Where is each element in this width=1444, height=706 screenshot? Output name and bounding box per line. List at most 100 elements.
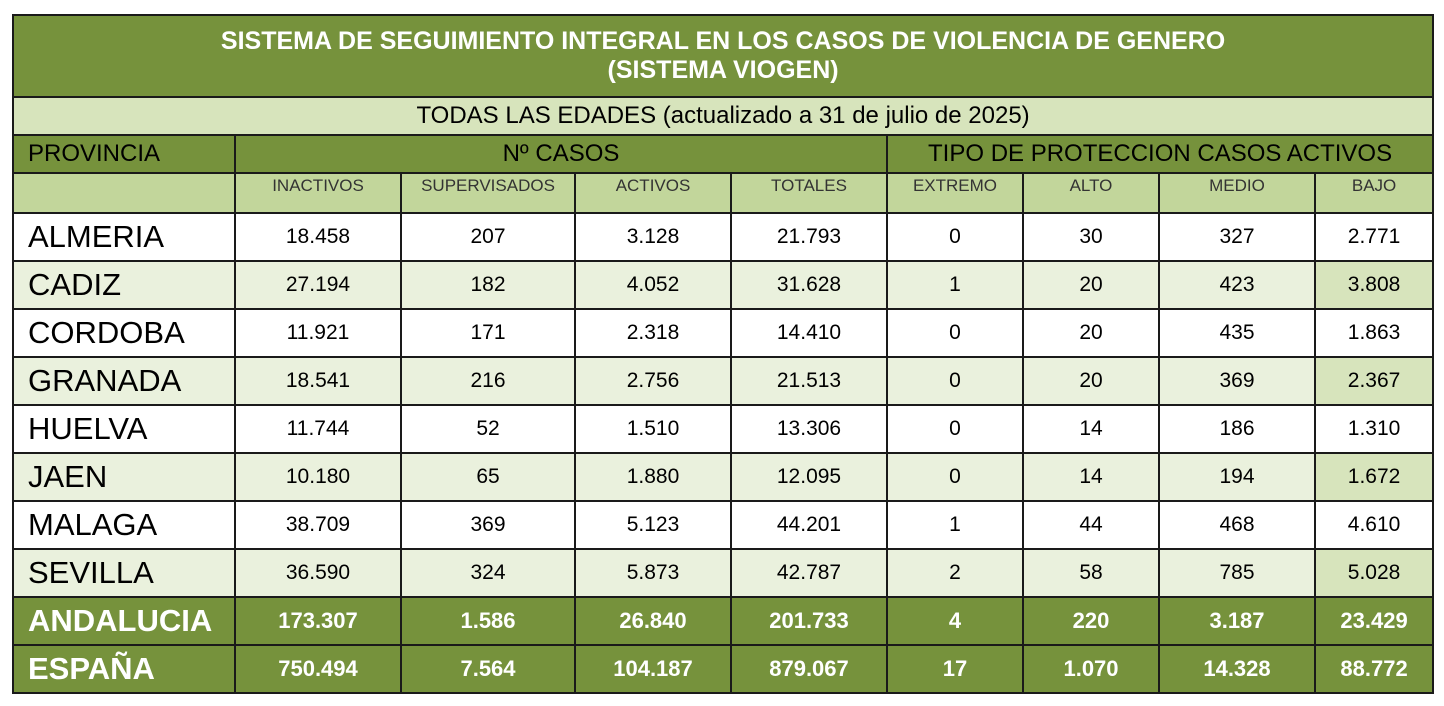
cell-value: 14	[1022, 452, 1160, 502]
cell-value: 52	[400, 404, 576, 454]
table-row: HUELVA 11.744 52 1.510 13.306 0 14 186 1.310	[12, 404, 1435, 454]
cell-value: 20	[1022, 260, 1160, 310]
cell-value: 11.921	[234, 308, 402, 358]
cell-value: 3.808	[1313, 260, 1435, 310]
cell-value: 201.733	[730, 596, 888, 646]
cell-value: 4.610	[1313, 500, 1435, 550]
viogen-table-container: SISTEMA DE SEGUIMIENTO INTEGRAL EN LOS C…	[11, 14, 1435, 694]
column-header: ALTO	[1022, 172, 1160, 214]
total-row: ANDALUCIA 173.307 1.586 26.840 201.733 4 220 3.…	[12, 596, 1435, 646]
cell-value: 104.187	[574, 644, 732, 694]
cell-value: 27.194	[234, 260, 402, 310]
column-header: BAJO	[1313, 172, 1435, 214]
table-row: ALMERIA 18.458 207 3.128 21.793 0 30 327 2.771	[12, 212, 1435, 262]
cell-value: 1.672	[1313, 452, 1435, 502]
cell-value: 220	[1022, 596, 1160, 646]
cell-value: 3.187	[1158, 596, 1316, 646]
column-header: SUPERVISADOS	[400, 172, 576, 214]
cell-value: 1.586	[400, 596, 576, 646]
cell-value: 7.564	[400, 644, 576, 694]
cell-value: 10.180	[234, 452, 402, 502]
cell-value: 324	[400, 548, 576, 598]
cell-value: 44.201	[730, 500, 888, 550]
cell-value: 36.590	[234, 548, 402, 598]
table-subtitle: TODAS LAS EDADES (actualizado a 31 de ju…	[11, 96, 1435, 136]
cell-value: 14	[1022, 404, 1160, 454]
cell-value: 21.793	[730, 212, 888, 262]
cell-value: 5.873	[574, 548, 732, 598]
header-provincia: PROVINCIA	[12, 134, 236, 174]
cell-value: 13.306	[730, 404, 888, 454]
cell-value: 0	[886, 212, 1024, 262]
table-row: JAEN 10.180 65 1.880 12.095 0 14 194 1.672	[12, 452, 1435, 502]
viogen-table: SISTEMA DE SEGUIMIENTO INTEGRAL EN LOS C…	[11, 14, 1435, 694]
cell-value: 207	[400, 212, 576, 262]
cell-value: 879.067	[730, 644, 888, 694]
cell-value: 468	[1158, 500, 1316, 550]
total-row: ESPAÑA 750.494 7.564 104.187 879.067 17 1.070 1…	[12, 644, 1435, 694]
province-name: ANDALUCIA	[12, 596, 236, 646]
cell-value: 369	[400, 500, 576, 550]
cell-value: 435	[1158, 308, 1316, 358]
cell-value: 2.771	[1313, 212, 1435, 262]
cell-value: 3.128	[574, 212, 732, 262]
cell-value: 2.756	[574, 356, 732, 406]
province-name: ESPAÑA	[12, 644, 236, 694]
column-header: ACTIVOS	[574, 172, 732, 214]
title-line-1: SISTEMA DE SEGUIMIENTO INTEGRAL EN LOS C…	[220, 27, 1226, 55]
cell-value: 785	[1158, 548, 1316, 598]
cell-value: 1	[886, 500, 1024, 550]
cell-value: 1.510	[574, 404, 732, 454]
cell-value: 423	[1158, 260, 1316, 310]
cell-value: 327	[1158, 212, 1316, 262]
cell-value: 171	[400, 308, 576, 358]
cell-value: 5.123	[574, 500, 732, 550]
column-header: EXTREMO	[886, 172, 1024, 214]
cell-value: 42.787	[730, 548, 888, 598]
cell-value: 182	[400, 260, 576, 310]
cell-value: 58	[1022, 548, 1160, 598]
table-row: GRANADA 18.541 216 2.756 21.513 0 20 369 2.367	[12, 356, 1435, 406]
cell-value: 12.095	[730, 452, 888, 502]
cell-value: 1	[886, 260, 1024, 310]
cell-value: 18.458	[234, 212, 402, 262]
table-title: SISTEMA DE SEGUIMIENTO INTEGRAL EN LOS C…	[11, 14, 1435, 98]
cell-value: 4	[886, 596, 1024, 646]
cell-value: 186	[1158, 404, 1316, 454]
cell-value: 5.028	[1313, 548, 1435, 598]
province-name: CADIZ	[12, 260, 236, 310]
cell-value: 38.709	[234, 500, 402, 550]
cell-value: 26.840	[574, 596, 732, 646]
cell-value: 65	[400, 452, 576, 502]
cell-value: 216	[400, 356, 576, 406]
cell-value: 31.628	[730, 260, 888, 310]
province-name: ALMERIA	[12, 212, 236, 262]
cell-value: 0	[886, 452, 1024, 502]
province-name: JAEN	[12, 452, 236, 502]
cell-value: 173.307	[234, 596, 402, 646]
cell-value: 21.513	[730, 356, 888, 406]
title-line-2: (SISTEMA VIOGEN)	[607, 56, 839, 84]
column-header: TOTALES	[730, 172, 888, 214]
cell-value: 11.744	[234, 404, 402, 454]
header-proteccion: TIPO DE PROTECCION CASOS ACTIVOS	[885, 134, 1435, 174]
table-row: MALAGA 38.709 369 5.123 44.201 1 44 468 4.610	[12, 500, 1435, 550]
cell-value: 750.494	[234, 644, 402, 694]
cell-value: 18.541	[234, 356, 402, 406]
cell-value: 44	[1022, 500, 1160, 550]
table-row: SEVILLA 36.590 324 5.873 42.787 2 58 785 5.028	[12, 548, 1435, 598]
cell-value: 2.367	[1313, 356, 1435, 406]
cell-value: 1.863	[1313, 308, 1435, 358]
province-name: GRANADA	[12, 356, 236, 406]
cell-value: 0	[886, 308, 1024, 358]
province-name: SEVILLA	[12, 548, 236, 598]
province-name: MALAGA	[12, 500, 236, 550]
cell-value: 30	[1022, 212, 1160, 262]
cell-value: 0	[886, 356, 1024, 406]
cell-value: 1.880	[574, 452, 732, 502]
cell-value: 4.052	[574, 260, 732, 310]
cell-value: 2	[886, 548, 1024, 598]
cell-value: 369	[1158, 356, 1316, 406]
column-header: MEDIO	[1158, 172, 1316, 214]
province-name: CORDOBA	[12, 308, 236, 358]
